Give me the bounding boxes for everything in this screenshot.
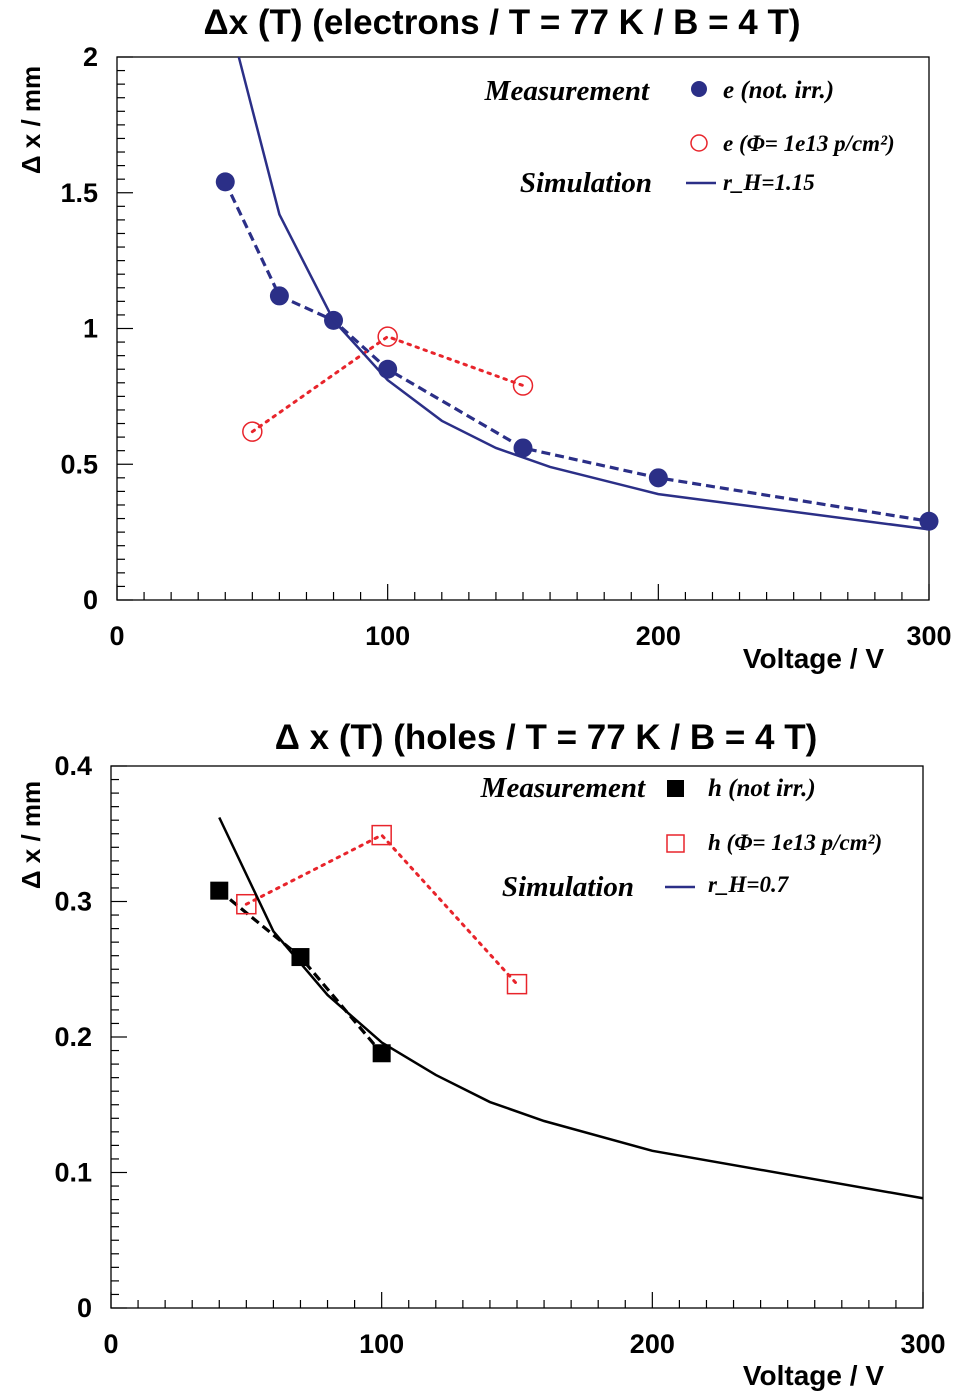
y-tick-label: 1.5 bbox=[60, 178, 98, 208]
legend-entry-rh: r_H=1.15 bbox=[723, 170, 815, 195]
x-axis-label: Voltage / V bbox=[743, 643, 884, 674]
y-tick-label: 2 bbox=[83, 42, 98, 72]
series-measurement-filled-square bbox=[210, 881, 391, 1063]
data-point bbox=[371, 824, 392, 846]
legend-marker-open-square bbox=[666, 834, 685, 853]
legend-entry-e-irradiated: e (Φ= 1e13 p/cm²) bbox=[723, 131, 895, 156]
legend-marker-filled-square bbox=[667, 780, 684, 797]
series-measurement-filled-circle bbox=[215, 172, 939, 531]
data-point bbox=[378, 359, 398, 379]
legend-entry-h-not-irr: h (not irr.) bbox=[708, 775, 816, 802]
data-point bbox=[377, 326, 398, 347]
data-point bbox=[372, 1044, 391, 1063]
legend-entry-e-not-irr: e (not. irr.) bbox=[723, 77, 834, 104]
series-line bbox=[250, 334, 525, 434]
series-simulation-none bbox=[218, 816, 924, 1200]
series-measurement-open-square bbox=[236, 824, 528, 995]
legend-marker-open-circle bbox=[690, 134, 708, 152]
series-layer bbox=[215, 56, 939, 531]
x-tick-label: 100 bbox=[365, 621, 410, 651]
x-tick-label: 0 bbox=[109, 621, 124, 651]
x-tick-label: 200 bbox=[630, 1329, 675, 1359]
tick-marks bbox=[110, 765, 924, 1309]
series-simulation-none bbox=[237, 56, 930, 531]
x-axis-label: Voltage / V bbox=[743, 1360, 884, 1391]
y-axis-label: Δ x / mm bbox=[16, 66, 46, 174]
data-point bbox=[512, 375, 534, 396]
legend: Measurement e (not. irr.) e (Φ= 1e13 p/c… bbox=[484, 75, 895, 199]
legend-group-measurement: Measurement bbox=[484, 75, 650, 107]
series-layer bbox=[210, 816, 924, 1200]
data-point bbox=[236, 893, 257, 915]
data-point bbox=[513, 438, 533, 458]
chart-title: Δx (T) (electrons / T = 77 K / B = 4 T) bbox=[204, 3, 801, 42]
legend-group-simulation: Simulation bbox=[502, 871, 634, 903]
electrons-chart: Δx (T) (electrons / T = 77 K / B = 4 T) … bbox=[16, 3, 952, 674]
x-tick-labels: 0 100 200 300 bbox=[103, 1329, 945, 1359]
y-tick-label: 0.2 bbox=[54, 1022, 92, 1052]
y-axis-label: Δ x / mm bbox=[16, 781, 46, 889]
series-line bbox=[223, 181, 930, 523]
data-point bbox=[242, 421, 263, 442]
data-point bbox=[210, 881, 229, 900]
x-tick-labels: 0 100 200 300 bbox=[109, 621, 951, 651]
series-line bbox=[218, 889, 383, 1055]
legend-entry-rh: r_H=0.7 bbox=[708, 872, 790, 897]
x-tick-label: 300 bbox=[900, 1329, 945, 1359]
series-line bbox=[218, 816, 924, 1200]
legend-group-measurement: Measurement bbox=[480, 772, 646, 804]
y-tick-label: 0 bbox=[77, 1293, 92, 1323]
x-tick-label: 200 bbox=[636, 621, 681, 651]
data-point bbox=[919, 511, 939, 531]
legend-entry-h-irradiated: h (Φ= 1e13 p/cm²) bbox=[708, 830, 882, 855]
series-line bbox=[244, 833, 519, 986]
x-tick-label: 300 bbox=[906, 621, 951, 651]
legend-group-simulation: Simulation bbox=[520, 167, 652, 199]
y-tick-label: 0.5 bbox=[60, 449, 98, 479]
y-tick-label: 0.3 bbox=[54, 887, 92, 917]
legend: Measurement h (not irr.) h (Φ= 1e13 p/cm… bbox=[480, 772, 883, 903]
x-tick-label: 0 bbox=[103, 1329, 118, 1359]
data-point bbox=[506, 973, 528, 995]
y-tick-labels: 0 0.5 1 1.5 2 bbox=[60, 42, 98, 615]
data-point bbox=[648, 468, 668, 488]
holes-chart: Δ x (T) (holes / T = 77 K / B = 4 T) Δ x… bbox=[16, 718, 946, 1391]
data-point bbox=[269, 286, 289, 306]
y-tick-label: 0 bbox=[83, 585, 98, 615]
chart-title: Δ x (T) (holes / T = 77 K / B = 4 T) bbox=[275, 718, 817, 757]
y-tick-labels: 0 0.1 0.2 0.3 0.4 bbox=[54, 751, 92, 1323]
tick-marks bbox=[116, 56, 930, 601]
legend-marker-filled-circle bbox=[691, 81, 707, 97]
x-tick-label: 100 bbox=[359, 1329, 404, 1359]
series-measurement-open-circle bbox=[242, 326, 534, 442]
series-line bbox=[237, 56, 930, 531]
y-tick-label: 1 bbox=[83, 314, 98, 344]
data-point bbox=[215, 172, 235, 192]
data-point bbox=[291, 948, 310, 967]
y-tick-label: 0.1 bbox=[54, 1158, 92, 1188]
y-tick-label: 0.4 bbox=[54, 751, 92, 781]
